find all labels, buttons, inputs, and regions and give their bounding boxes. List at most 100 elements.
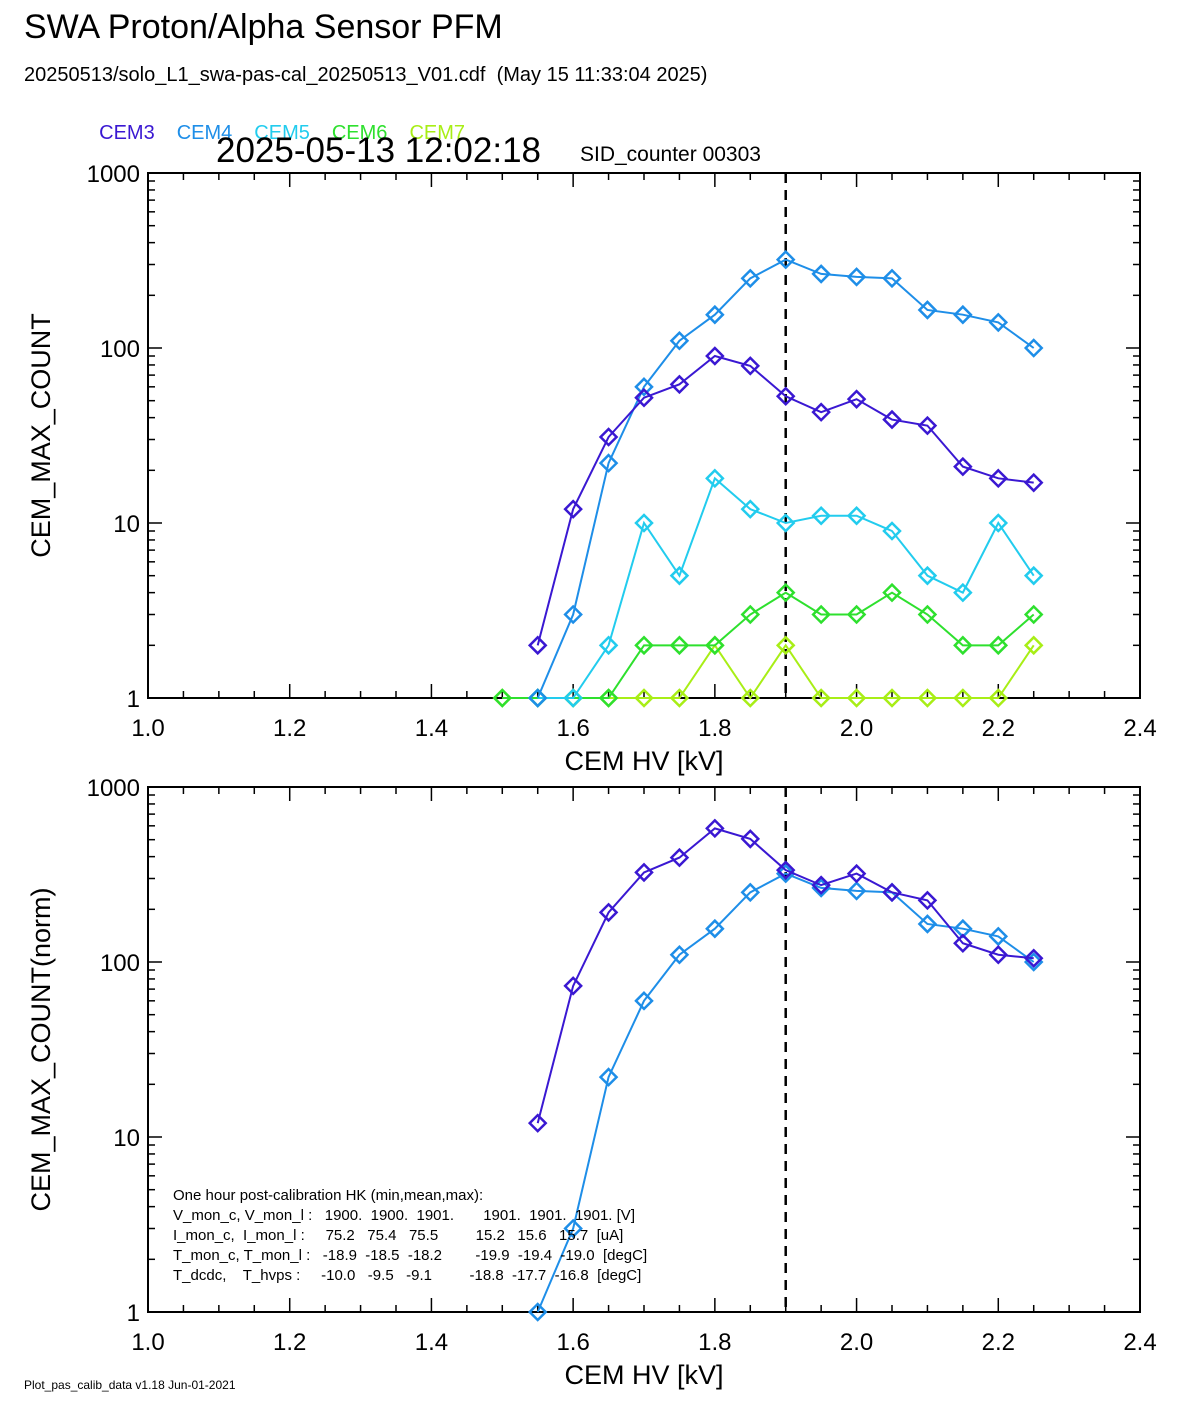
data-point-cem6 [598, 688, 619, 708]
data-point-cem7 [917, 688, 938, 708]
series-group [492, 249, 1044, 708]
data-point-cem6 [988, 635, 1009, 656]
data-point-cem6 [917, 604, 938, 625]
x-tick-label: 1.0 [131, 715, 164, 742]
y-tick-label: 1000 [87, 161, 140, 188]
data-point-cem6 [882, 582, 902, 603]
y-tick-label: 100 [100, 950, 140, 977]
data-point-cem5 [598, 635, 619, 656]
data-point-cem7 [669, 688, 690, 708]
data-point-cem3 [882, 882, 902, 903]
y-tick-label: 100 [100, 336, 140, 363]
x-tick-label: 1.6 [556, 715, 589, 742]
data-point-cem5 [1023, 565, 1044, 586]
data-point-cem5 [882, 521, 902, 541]
data-point-cem3 [740, 356, 761, 376]
plot-frame [147, 172, 1141, 699]
data-point-cem7 [988, 688, 1009, 708]
data-point-cem7 [775, 635, 796, 656]
data-point-cem4 [527, 1302, 548, 1322]
x-tick-label: 2.2 [982, 1329, 1015, 1356]
x-axis-label: CEM HV [kV] [564, 1360, 723, 1390]
data-point-cem5 [669, 565, 690, 586]
data-point-cem3 [846, 389, 867, 409]
series-line-cem7 [502, 643, 1035, 700]
data-point-cem3 [917, 415, 938, 436]
hk-annotation-title: One hour post-calibration HK (min,mean,m… [173, 1187, 483, 1204]
data-point-cem4 [705, 304, 725, 325]
data-point-cem3 [598, 902, 619, 923]
data-point-cem3 [988, 944, 1009, 965]
file-info: 20250513/solo_L1_swa-pas-cal_20250513_V0… [24, 64, 708, 86]
data-point-cem5 [953, 582, 973, 603]
data-point-cem7 [953, 688, 973, 708]
data-point-cem4 [740, 268, 761, 289]
data-point-cem3 [953, 933, 973, 954]
data-point-cem3 [669, 847, 690, 868]
hk-annotation-line: I_mon_c, I_mon_l : 75.2 75.4 75.5 15.2 1… [173, 1227, 623, 1244]
x-tick-label: 2.4 [1123, 1329, 1156, 1356]
legend-cem4: CEM4 [176, 122, 233, 144]
legend-cem6: CEM6 [331, 122, 388, 144]
data-point-cem5 [917, 565, 938, 586]
data-point-cem4 [563, 604, 583, 625]
x-tick-label: 2.2 [982, 715, 1015, 742]
data-point-cem5 [740, 499, 761, 519]
data-point-cem7 [882, 688, 902, 708]
legend: CEM3 CEM4 CEM5 CEM6 CEM7 [88, 99, 487, 145]
data-point-cem3 [563, 499, 583, 519]
x-tick-label: 1.8 [698, 715, 731, 742]
data-point-cem7 [634, 688, 654, 708]
chart-panel-1: 1.0 1.2 1.4 1.6 1.8 2.0 2.2 2.4 1 10 100 1000 CEM HV… [26, 161, 1157, 776]
data-point-cem3 [882, 409, 902, 430]
series-line-cem5 [537, 476, 1035, 699]
data-point-cem3 [705, 818, 725, 839]
data-point-cem6 [705, 635, 725, 656]
data-point-cem4 [988, 926, 1009, 947]
x-tick-label: 2.0 [840, 715, 873, 742]
data-point-cem6 [846, 604, 867, 625]
y-tick-label: 1000 [87, 775, 140, 802]
data-point-cem4 [775, 863, 796, 884]
data-point-cem4 [740, 882, 761, 903]
data-point-cem4 [634, 377, 654, 397]
data-point-cem6 [811, 604, 831, 625]
data-point-cem4 [563, 1218, 583, 1239]
data-point-cem3 [598, 427, 619, 447]
data-point-cem5 [705, 468, 725, 489]
data-point-cem3 [988, 468, 1009, 489]
data-point-cem5 [811, 505, 831, 526]
data-point-cem5 [775, 513, 796, 533]
footer-version: Plot_pas_calib_data v1.18 Jun-01-2021 [24, 1378, 236, 1392]
data-point-cem3 [634, 862, 654, 883]
x-tick-label: 1.2 [273, 715, 306, 742]
data-point-cem4 [1023, 338, 1044, 358]
data-point-cem3 [527, 635, 548, 656]
data-point-cem5 [846, 505, 867, 526]
x-tick-label: 1.0 [131, 1329, 164, 1356]
series-line-cem3 [536, 827, 1034, 1124]
sid-counter: SID_counter 00303 [580, 143, 761, 166]
data-point-cem7 [811, 688, 831, 708]
hk-annotation-line: T_mon_c, T_mon_l : -18.9 -18.5 -18.2 -19… [173, 1247, 647, 1264]
data-point-cem3 [775, 386, 796, 407]
y-tick-label: 10 [113, 1125, 140, 1152]
data-point-cem3 [1023, 948, 1044, 969]
data-point-cem4 [705, 918, 725, 939]
data-point-cem5 [563, 688, 583, 708]
data-point-cem6 [634, 635, 654, 656]
series-line-cem6 [502, 591, 1035, 699]
x-tick-label: 1.6 [556, 1329, 589, 1356]
data-point-cem4 [811, 878, 831, 898]
data-point-cem4 [917, 300, 938, 320]
data-point-cem5 [634, 513, 654, 533]
data-point-cem3 [527, 1113, 548, 1133]
data-point-cem3 [634, 387, 654, 408]
data-point-cem4 [634, 991, 654, 1011]
y-tick-label: 1 [127, 1300, 140, 1327]
data-point-cem4 [988, 312, 1009, 333]
x-tick-label: 1.8 [698, 1329, 731, 1356]
data-point-cem4 [598, 453, 619, 473]
series-line-cem4 [536, 872, 1035, 1313]
